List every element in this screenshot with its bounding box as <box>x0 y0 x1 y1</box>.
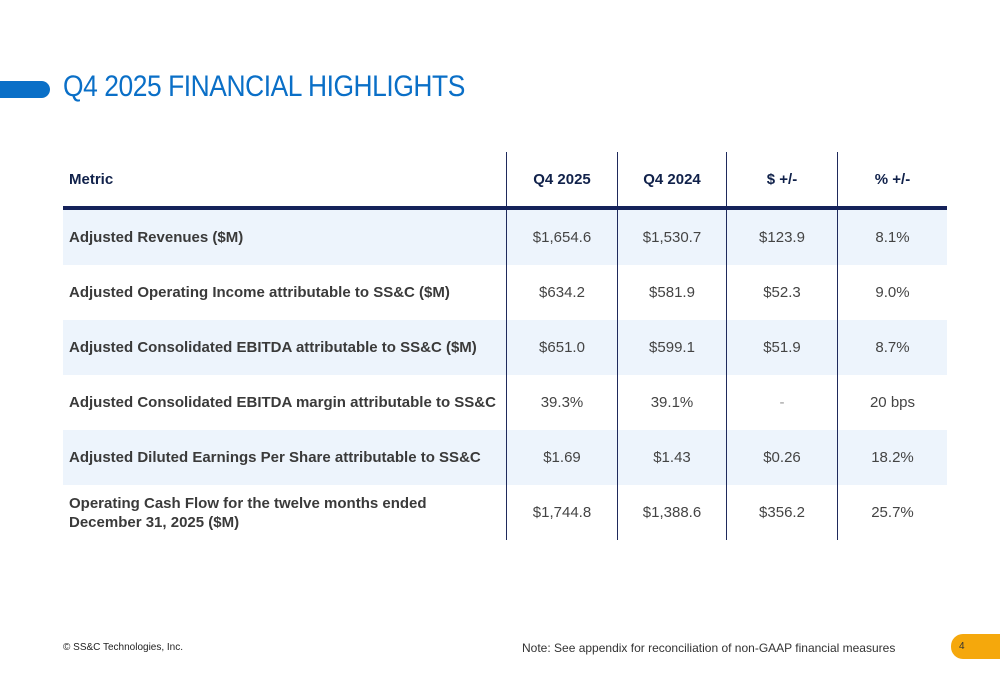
table-row: Adjusted Consolidated EBITDA margin attr… <box>63 375 947 430</box>
value-cell: $1.69 <box>506 430 618 485</box>
financial-highlights-table: Metric Q4 2025 Q4 2024 $ +/-% +/- Adjusted … <box>63 152 947 540</box>
metric-cell: Adjusted Diluted Earnings Per Share attr… <box>63 430 507 485</box>
value-cell: 18.2% <box>837 430 947 485</box>
page-title: Q4 2025 FINANCIAL HIGHLIGHTS <box>63 70 465 103</box>
metric-cell: Operating Cash Flow for the twelve month… <box>69 494 427 531</box>
value-cell: 25.7% <box>837 485 947 540</box>
value-cell: $634.2 <box>506 265 618 320</box>
value-cell: $1,654.6 <box>506 208 618 265</box>
value-cell: $599.1 <box>617 320 727 375</box>
metric-cell: Adjusted Consolidated EBITDA margin attr… <box>69 394 496 411</box>
title-accent-bar <box>0 81 50 98</box>
metric-cell: Adjusted Revenues ($M) <box>63 208 507 265</box>
value-cell: $1,744.8 <box>506 485 618 540</box>
table-row: Adjusted Consolidated EBITDA attributabl… <box>63 320 947 375</box>
page-number-badge: 4 <box>951 634 1000 659</box>
table-row: Operating Cash Flow for the twelve month… <box>63 485 947 540</box>
copyright: © SS&C Technologies, Inc. <box>63 642 184 653</box>
value-cell: $651.0 <box>506 320 618 375</box>
value-cell: $1,388.6 <box>617 485 727 540</box>
value-cell: 20 bps <box>837 375 947 430</box>
value-cell: $51.9 <box>726 320 838 375</box>
value-cell: $52.3 <box>726 265 838 320</box>
value-cell: 8.1% <box>837 208 947 265</box>
value-cell: - <box>726 375 838 430</box>
value-cell: $0.26 <box>726 430 838 485</box>
value-cell: $123.9 <box>726 208 838 265</box>
column-header-4: % +/- <box>837 152 947 210</box>
footnote: Note: See appendix for reconciliation of… <box>522 641 896 655</box>
table-row: Adjusted Operating Income attributable t… <box>63 265 947 320</box>
metric-cell: Adjusted Consolidated EBITDA attributabl… <box>63 320 507 375</box>
table-header-row: Metric Q4 2025 Q4 2024 $ +/-% +/- <box>63 152 947 210</box>
value-cell: $1.43 <box>617 430 727 485</box>
table-row: Adjusted Diluted Earnings Per Share attr… <box>63 430 947 485</box>
value-cell: 9.0% <box>837 265 947 320</box>
table-row: Adjusted Revenues ($M) $1,654.6 $1,530.7 $1… <box>63 208 947 265</box>
value-cell: 39.1% <box>617 375 727 430</box>
value-cell: 8.7% <box>837 320 947 375</box>
metric-cell: Adjusted Operating Income attributable t… <box>69 284 450 301</box>
column-header-3: $ +/- <box>726 152 838 210</box>
column-header-1: Q4 2025 <box>506 152 618 210</box>
column-header-2: Q4 2024 <box>617 152 727 210</box>
value-cell: $356.2 <box>726 485 838 540</box>
value-cell: $581.9 <box>617 265 727 320</box>
column-header-metric: Metric <box>63 152 507 210</box>
value-cell: 39.3% <box>506 375 618 430</box>
value-cell: $1,530.7 <box>617 208 727 265</box>
